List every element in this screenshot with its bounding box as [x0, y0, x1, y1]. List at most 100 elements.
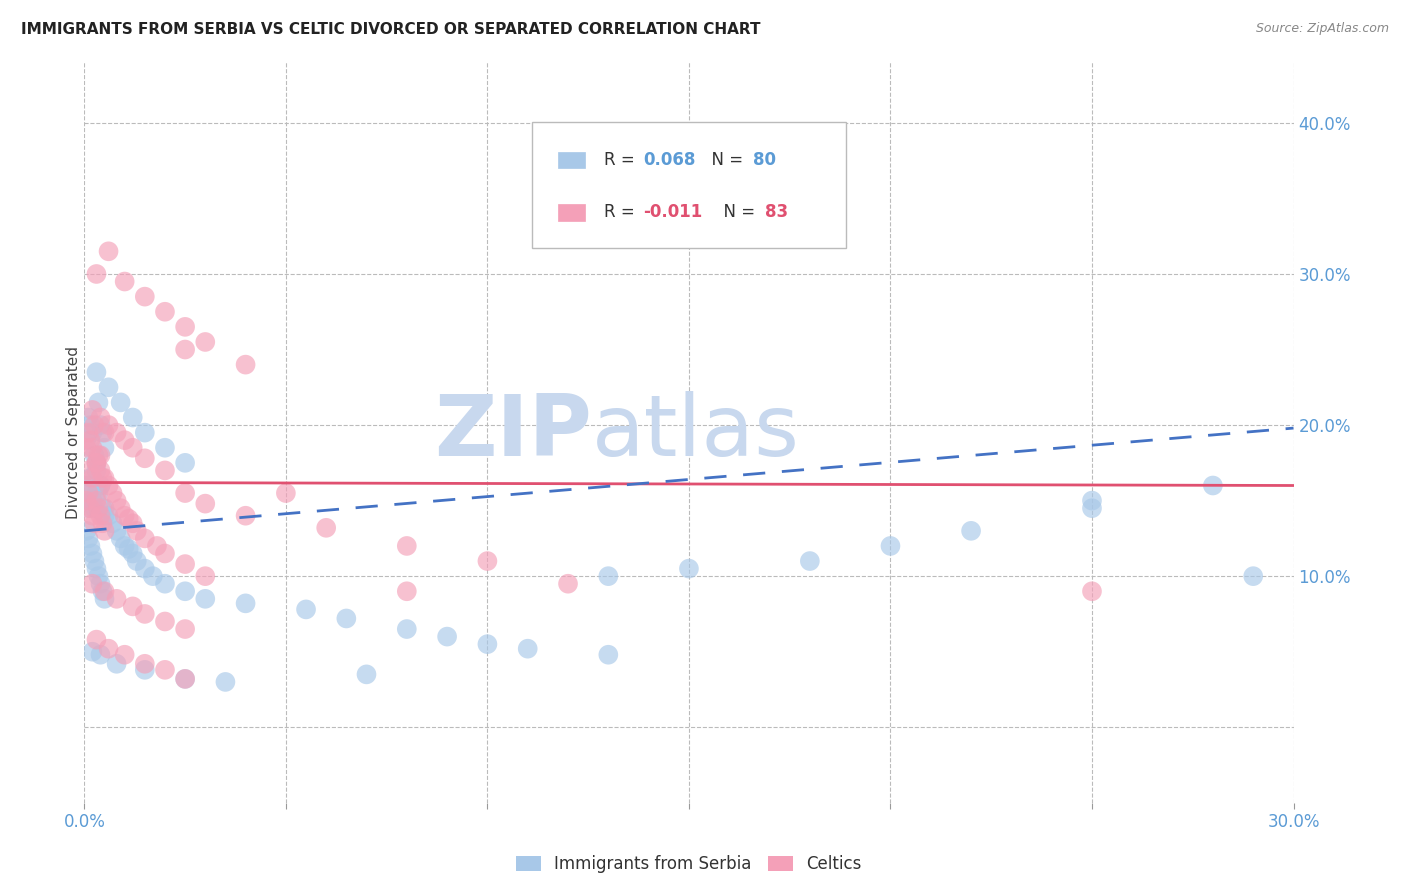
- Point: [335, 611, 357, 625]
- Point: [134, 607, 156, 621]
- Point: [82, 425, 104, 440]
- Point: [77, 425, 100, 440]
- Point: [295, 602, 318, 616]
- Point: [93, 584, 115, 599]
- Point: [83, 448, 105, 462]
- Point: [118, 512, 141, 526]
- Point: [101, 486, 124, 500]
- Point: [153, 463, 176, 477]
- Point: [134, 663, 156, 677]
- Point: [174, 319, 197, 334]
- Point: [83, 501, 105, 516]
- Point: [194, 497, 217, 511]
- Text: R =: R =: [605, 203, 640, 221]
- Point: [516, 641, 538, 656]
- Point: [83, 418, 105, 433]
- Point: [89, 478, 111, 492]
- Point: [93, 524, 115, 538]
- Point: [91, 501, 114, 516]
- Point: [97, 508, 120, 523]
- Point: [89, 448, 111, 462]
- Point: [89, 508, 111, 523]
- Point: [235, 596, 257, 610]
- Point: [82, 508, 104, 523]
- Point: [174, 584, 197, 599]
- Point: [105, 591, 128, 606]
- Point: [315, 521, 337, 535]
- Point: [174, 672, 197, 686]
- Point: [477, 554, 499, 568]
- Text: -0.011: -0.011: [643, 203, 702, 221]
- Point: [77, 532, 100, 546]
- Point: [1081, 501, 1104, 516]
- Point: [105, 657, 128, 671]
- Point: [598, 648, 620, 662]
- Point: [91, 471, 114, 485]
- Point: [121, 547, 143, 561]
- Point: [114, 275, 136, 289]
- Point: [557, 576, 579, 591]
- Point: [75, 486, 97, 500]
- Point: [118, 541, 141, 556]
- Point: [274, 486, 297, 500]
- Point: [105, 493, 128, 508]
- Point: [121, 516, 143, 531]
- Point: [1081, 584, 1104, 599]
- Text: Source: ZipAtlas.com: Source: ZipAtlas.com: [1256, 22, 1389, 36]
- Point: [105, 524, 128, 538]
- Point: [477, 637, 499, 651]
- Point: [395, 584, 418, 599]
- Text: N =: N =: [702, 151, 748, 169]
- Point: [75, 524, 97, 538]
- Text: atlas: atlas: [592, 391, 800, 475]
- Point: [83, 554, 105, 568]
- Y-axis label: Divorced or Separated: Divorced or Separated: [66, 346, 80, 519]
- Point: [82, 403, 104, 417]
- Point: [153, 576, 176, 591]
- Point: [77, 410, 100, 425]
- Point: [93, 508, 115, 523]
- Point: [87, 395, 110, 409]
- Point: [214, 674, 236, 689]
- Point: [153, 663, 176, 677]
- Point: [121, 599, 143, 614]
- Point: [125, 524, 148, 538]
- Point: [87, 501, 110, 516]
- Point: [114, 508, 136, 523]
- Point: [97, 418, 120, 433]
- Point: [89, 410, 111, 425]
- Point: [93, 591, 115, 606]
- Point: [678, 561, 700, 575]
- Point: [395, 539, 418, 553]
- Point: [436, 630, 458, 644]
- Point: [91, 425, 114, 440]
- Point: [134, 451, 156, 466]
- Point: [97, 380, 120, 394]
- Point: [153, 615, 176, 629]
- Point: [174, 343, 197, 357]
- Point: [82, 493, 104, 508]
- Point: [194, 334, 217, 349]
- Point: [77, 486, 100, 500]
- Point: [82, 645, 104, 659]
- Point: [86, 632, 108, 647]
- Point: [153, 441, 176, 455]
- Point: [93, 471, 115, 485]
- Point: [153, 547, 176, 561]
- Point: [235, 508, 257, 523]
- Point: [235, 358, 257, 372]
- Point: [142, 569, 165, 583]
- Point: [86, 365, 108, 379]
- Point: [79, 501, 101, 516]
- Point: [395, 622, 418, 636]
- Point: [91, 516, 114, 531]
- Point: [89, 463, 111, 477]
- Legend: Immigrants from Serbia, Celtics: Immigrants from Serbia, Celtics: [509, 848, 869, 880]
- Text: 83: 83: [765, 203, 789, 221]
- Point: [82, 441, 104, 455]
- Point: [125, 554, 148, 568]
- Point: [86, 486, 108, 500]
- FancyBboxPatch shape: [531, 121, 846, 247]
- Text: 80: 80: [754, 151, 776, 169]
- Text: R =: R =: [605, 151, 640, 169]
